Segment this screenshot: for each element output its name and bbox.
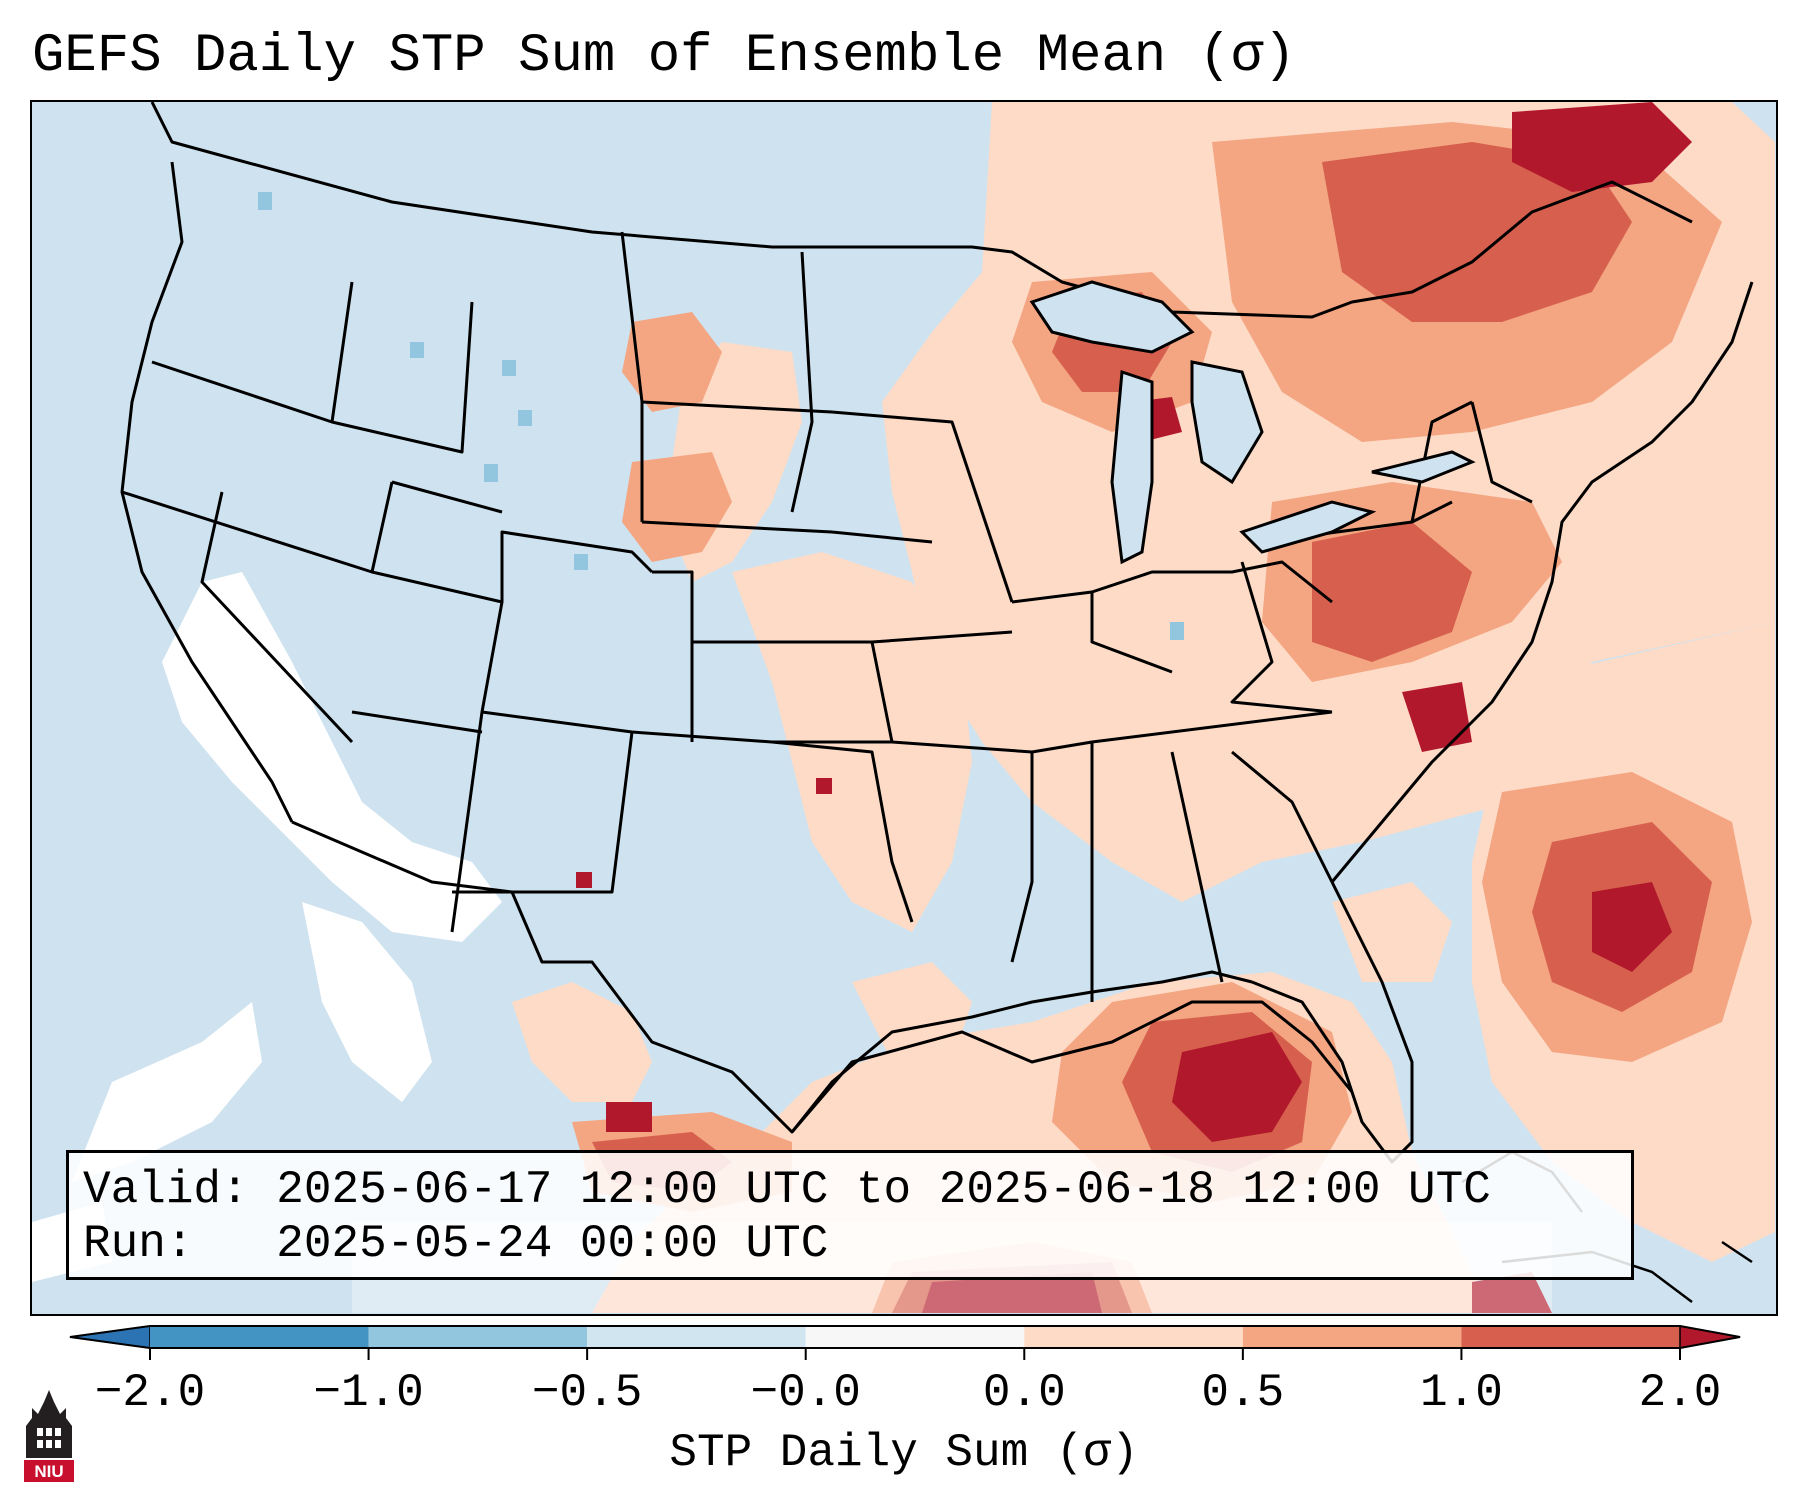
- field-layer-negative: [258, 192, 1184, 640]
- lake-michigan: [1110, 369, 1154, 565]
- us-mexico-border: [291, 820, 1354, 1134]
- logo-text: NIU: [34, 1462, 63, 1481]
- colorbar-segment: [587, 1326, 806, 1348]
- colorbar-segment: [368, 1326, 588, 1348]
- valid-label: Valid:: [83, 1164, 249, 1216]
- colorbar-tick-label: 2.0: [1638, 1367, 1722, 1419]
- valid-value: 2025-06-17 12:00 UTC to 2025-06-18 12:00…: [276, 1164, 1491, 1216]
- colorbar-segment: [1242, 1326, 1462, 1348]
- great-lakes: [1029, 280, 1476, 565]
- west-coast: [120, 161, 294, 823]
- colorbar-segment: [1024, 1326, 1243, 1348]
- state-borders: [120, 102, 1754, 1164]
- run-line: Run: 2025-05-24 00:00 UTC: [83, 1217, 1617, 1271]
- colorbar-tick-label: 1.0: [1420, 1367, 1503, 1419]
- stp-map: [32, 102, 1775, 1313]
- colorbar: [69, 1325, 1741, 1360]
- colorbar-segment: [1461, 1326, 1680, 1348]
- field-layer-max: [576, 102, 1692, 1313]
- info-box: Valid: 2025-06-17 12:00 UTC to 2025-06-1…: [66, 1150, 1634, 1280]
- colorbar-extend-low: [69, 1325, 151, 1349]
- colorbar-segment: [805, 1326, 1025, 1348]
- map-title: GEFS Daily STP Sum of Ensemble Mean (σ): [32, 26, 1296, 87]
- colorbar-tick-label: −2.0: [94, 1367, 206, 1419]
- lake-ontario: [1371, 450, 1476, 484]
- colorbar-tick-label: 0.0: [982, 1367, 1066, 1419]
- colorbar-tick-label: 0.5: [1201, 1367, 1285, 1419]
- gulf-coast: [790, 970, 1253, 1133]
- colorbar-tick-label: −0.5: [531, 1367, 643, 1419]
- niu-logo: NIU: [24, 1390, 74, 1482]
- colorbar-segment: [150, 1326, 369, 1348]
- lake-erie: [1239, 500, 1377, 554]
- colorbar-label: STP Daily Sum (σ): [669, 1427, 1139, 1479]
- colorbar-extend-high: [1679, 1325, 1741, 1349]
- lake-superior: [1029, 280, 1195, 354]
- run-value: 2025-05-24 00:00 UTC: [276, 1218, 829, 1270]
- valid-line: Valid: 2025-06-17 12:00 UTC to 2025-06-1…: [83, 1163, 1617, 1217]
- logo-banner: [24, 1460, 74, 1482]
- lake-huron: [1190, 360, 1264, 485]
- colorbar-tick-label: −0.0: [750, 1367, 861, 1419]
- run-label: Run:: [83, 1218, 194, 1270]
- east-coast: [1330, 281, 1754, 883]
- colorbar-tick-label: −1.0: [313, 1367, 424, 1419]
- map-frame: [30, 100, 1778, 1316]
